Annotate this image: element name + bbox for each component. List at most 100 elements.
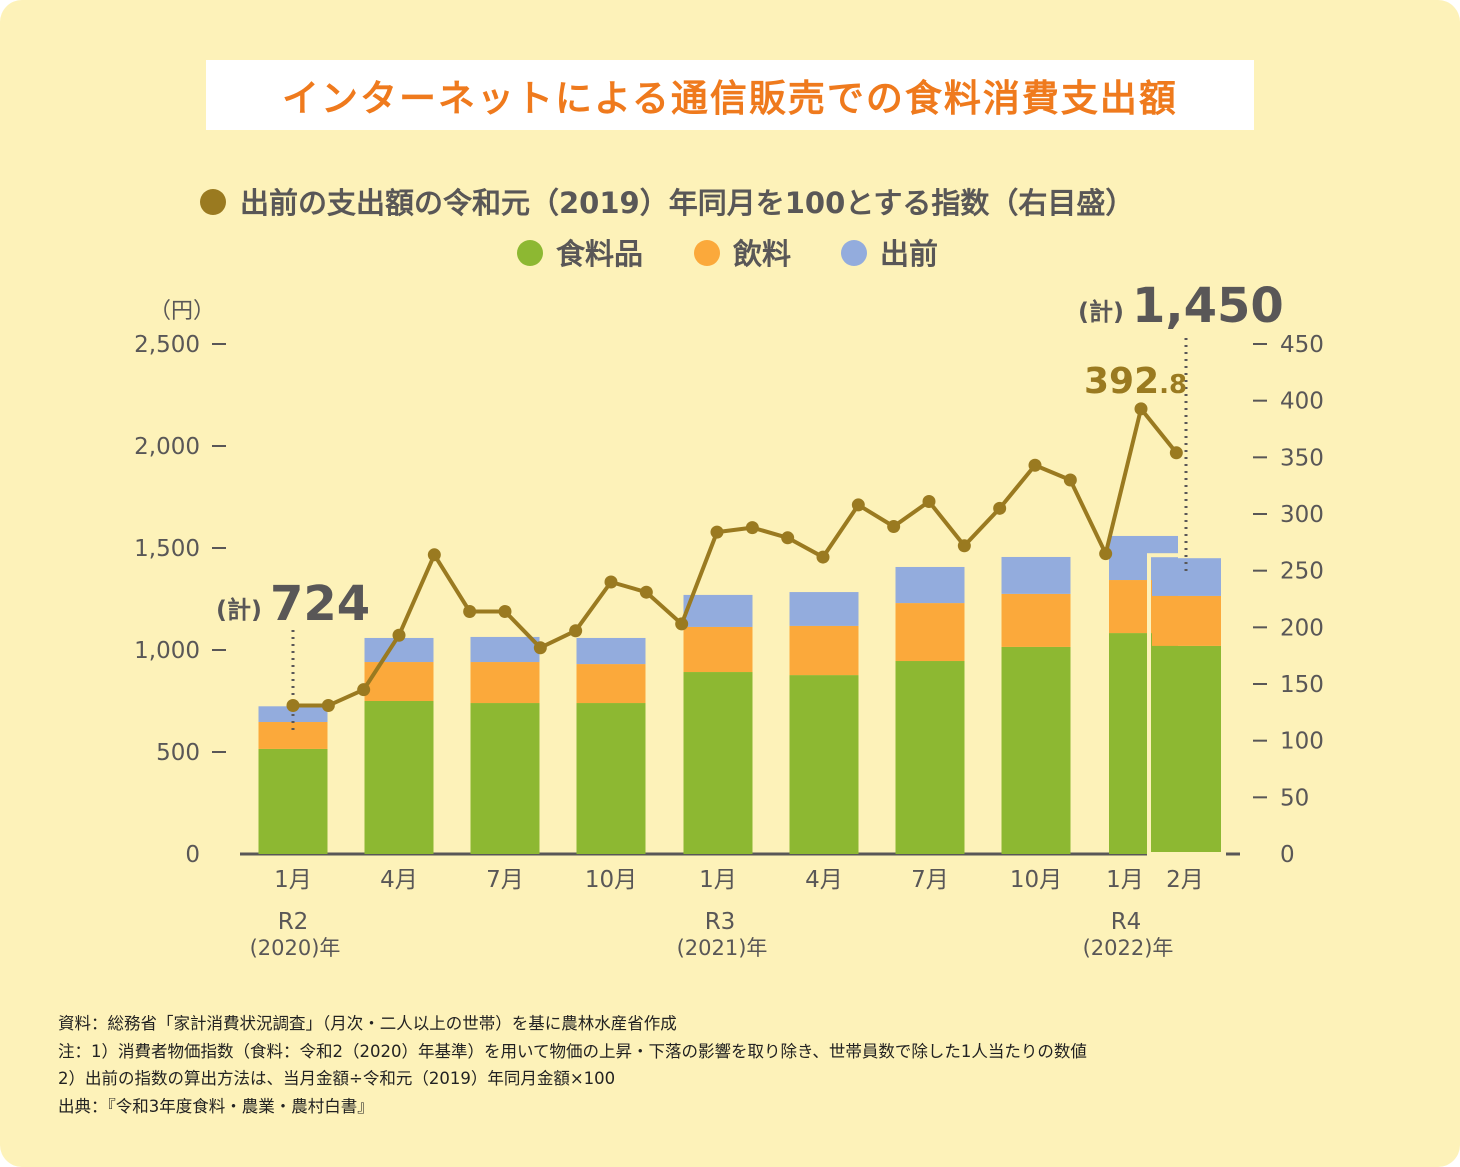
bar-drink bbox=[895, 603, 965, 662]
bar-food bbox=[576, 703, 646, 854]
x-tick-label: 7月 bbox=[911, 867, 949, 893]
note-source: 資料：総務省「家計消費状況調査」（月次・二人以上の世帯）を基に農林水産省作成 bbox=[58, 1014, 677, 1033]
right-tick-label: 400 bbox=[1280, 389, 1324, 415]
bar-delivery bbox=[470, 636, 540, 663]
bar-delivery bbox=[789, 592, 859, 626]
bar-drink bbox=[1152, 595, 1221, 646]
left-tick-label: 2,500 bbox=[134, 332, 200, 358]
bar-drink bbox=[364, 662, 434, 701]
index-point bbox=[675, 617, 689, 631]
bar-stack bbox=[1147, 553, 1226, 856]
bar-drink bbox=[789, 625, 859, 676]
index-point bbox=[745, 521, 759, 535]
x-tick-label: 4月 bbox=[380, 867, 418, 893]
index-point bbox=[463, 604, 477, 618]
year-label: (2021)年 bbox=[677, 936, 768, 960]
index-point bbox=[781, 531, 795, 545]
left-tick-label: 1,500 bbox=[134, 536, 200, 562]
bar-food bbox=[895, 661, 965, 854]
footnotes: 資料：総務省「家計消費状況調査」（月次・二人以上の世帯）を基に農林水産省作成 注… bbox=[58, 1010, 1087, 1120]
bar-delivery bbox=[576, 637, 646, 665]
first-total-value: 724 bbox=[270, 576, 370, 632]
index-point bbox=[887, 519, 901, 533]
index-point bbox=[286, 699, 300, 713]
right-tick-label: 450 bbox=[1280, 332, 1324, 358]
year-era-label: R2 bbox=[278, 909, 309, 935]
bar-stack bbox=[576, 637, 646, 854]
note-2: 2）出前の指数の算出方法は、当月金額÷令和元（2019）年同月金額×100 bbox=[58, 1069, 616, 1088]
index-point bbox=[569, 624, 583, 638]
bar-delivery bbox=[1152, 558, 1221, 596]
x-tick-label: 1月 bbox=[1106, 867, 1144, 893]
title-box: インターネットによる通信販売での食料消費支出額 bbox=[206, 60, 1254, 130]
index-point bbox=[957, 539, 971, 553]
bar-food bbox=[364, 701, 434, 854]
bar-drink bbox=[258, 722, 328, 749]
index-point bbox=[1099, 547, 1113, 561]
legend-marker-food bbox=[517, 240, 543, 266]
x-tick-label: 4月 bbox=[805, 867, 843, 893]
legend-label-food: 食料品 bbox=[556, 237, 643, 271]
note-origin: 出典：『令和3年度食料・農業・農村白書』 bbox=[58, 1096, 374, 1116]
bar-delivery bbox=[683, 594, 753, 627]
x-tick-label: 10月 bbox=[1010, 867, 1062, 893]
index-point bbox=[1063, 473, 1077, 487]
legend-marker-drink bbox=[694, 240, 720, 266]
peak-label: 392.8 bbox=[1084, 361, 1187, 402]
right-tick-label: 250 bbox=[1280, 559, 1324, 585]
note-1: 注：1）消費者物価指数（食料：令和2（2020）年基準）を用いて物価の上昇・下落… bbox=[58, 1041, 1087, 1061]
x-tick-label: 1月 bbox=[699, 867, 737, 893]
index-point bbox=[1169, 446, 1183, 460]
right-tick-label: 50 bbox=[1280, 785, 1309, 811]
bar-stack bbox=[789, 592, 859, 854]
legend-label-drink: 飲料 bbox=[733, 237, 791, 271]
last-total-prefix: (計) bbox=[1078, 298, 1124, 326]
legend-marker-delivery bbox=[841, 240, 867, 266]
bar-stack bbox=[1001, 556, 1071, 854]
year-label: (2022)年 bbox=[1083, 936, 1174, 960]
x-tick-label: 2月 bbox=[1166, 867, 1204, 893]
bar-drink bbox=[576, 664, 646, 704]
legend-line-marker bbox=[200, 189, 226, 215]
right-tick-label: 100 bbox=[1280, 729, 1324, 755]
bar-delivery bbox=[1001, 556, 1071, 594]
index-point bbox=[321, 699, 335, 713]
bar-stack bbox=[683, 594, 753, 854]
first-total-prefix: (計) bbox=[216, 596, 262, 624]
right-tick-label: 350 bbox=[1280, 445, 1324, 471]
right-tick-label: 200 bbox=[1280, 615, 1324, 641]
index-point bbox=[427, 548, 441, 562]
year-era-label: R4 bbox=[1111, 909, 1142, 935]
bar-food bbox=[470, 703, 540, 854]
index-point bbox=[357, 683, 371, 697]
year-label: (2020)年 bbox=[250, 936, 341, 960]
index-point bbox=[1134, 402, 1148, 416]
index-point bbox=[816, 550, 830, 564]
bar-stack bbox=[364, 637, 434, 854]
legend: 出前の支出額の令和元（2019）年同月を100とする指数（右目盛） 食料品 飲料… bbox=[200, 186, 1134, 271]
index-point bbox=[498, 604, 512, 618]
bar-delivery bbox=[895, 566, 965, 604]
right-tick-label: 0 bbox=[1280, 842, 1295, 868]
peak-dec: .8 bbox=[1159, 370, 1187, 400]
last-total-value: 1,450 bbox=[1132, 278, 1284, 334]
index-point bbox=[604, 575, 618, 589]
index-point bbox=[710, 525, 724, 539]
index-point bbox=[533, 641, 547, 655]
bar-food bbox=[1001, 646, 1071, 854]
left-axis-unit: （円） bbox=[149, 299, 215, 324]
bar-stack bbox=[470, 636, 540, 854]
bar-drink bbox=[683, 626, 753, 673]
index-point bbox=[922, 495, 936, 509]
index-point bbox=[851, 498, 865, 512]
peak-int: 392 bbox=[1084, 361, 1159, 402]
x-tick-label: 7月 bbox=[486, 867, 524, 893]
legend-line-label: 出前の支出額の令和元（2019）年同月を100とする指数（右目盛） bbox=[240, 186, 1134, 220]
bar-food bbox=[789, 675, 859, 854]
left-tick-label: 1,000 bbox=[134, 638, 200, 664]
index-point bbox=[639, 585, 653, 599]
bar-food bbox=[683, 672, 753, 854]
left-tick-label: 500 bbox=[156, 740, 200, 766]
right-tick-label: 150 bbox=[1280, 672, 1324, 698]
legend-label-delivery: 出前 bbox=[880, 237, 938, 271]
